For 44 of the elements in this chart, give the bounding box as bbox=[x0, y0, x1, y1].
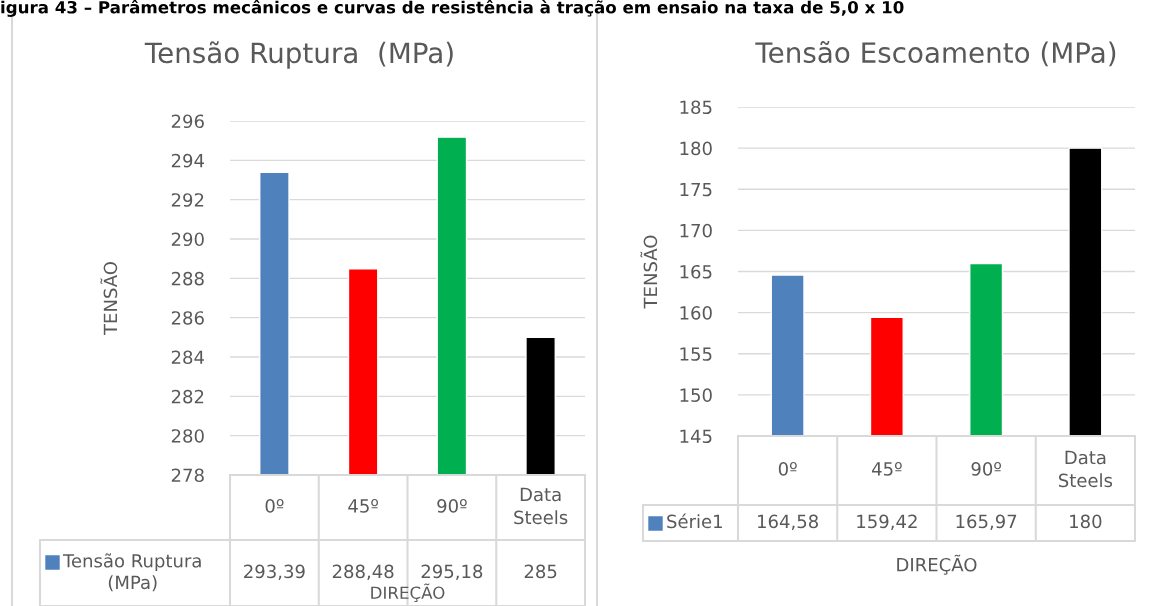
y-tick-label: 292 bbox=[171, 193, 204, 207]
data-label: 165,97 bbox=[956, 514, 1017, 531]
y-tick-label: 282 bbox=[171, 389, 204, 404]
text: igura 43 – Parâmetros mecânicos e curvas de resistência à tração em ensaio na taxa de 5,0 x 10 bbox=[1, 0, 904, 17]
y-tick-label: 290 bbox=[171, 232, 204, 247]
data-label: 295,18 bbox=[421, 564, 483, 581]
y-tick-label: 278 bbox=[171, 468, 204, 483]
data-label: 288,48 bbox=[332, 564, 394, 581]
data-label: 180 bbox=[1070, 514, 1102, 529]
chart-title: Tensão Escoamento (MPa) bbox=[755, 41, 1116, 67]
y-tick-label: 145 bbox=[680, 429, 712, 444]
x-tick-label: 0º bbox=[265, 499, 284, 513]
y-tick-label: 280 bbox=[171, 429, 204, 443]
y-tick-label: 150 bbox=[680, 388, 712, 402]
x-tick-label: 0º bbox=[778, 462, 797, 476]
y-tick-label: 155 bbox=[680, 347, 712, 361]
y-tick-label: 284 bbox=[171, 350, 204, 365]
y-tick-label: 165 bbox=[680, 264, 712, 279]
x-tick-label: Data Steels bbox=[514, 487, 568, 525]
data-label: 285 bbox=[524, 564, 557, 579]
data-label: 293,39 bbox=[244, 564, 305, 581]
x-axis-title: DIREÇÃO bbox=[371, 583, 445, 603]
x-tick-label: 45º bbox=[872, 462, 902, 476]
x-tick-label: 90º bbox=[971, 462, 1002, 476]
y-tick-label: 185 bbox=[680, 100, 712, 115]
data-label: 164,58 bbox=[758, 514, 818, 531]
y-tick-label: 286 bbox=[171, 311, 204, 325]
y-tick-label: 170 bbox=[680, 223, 712, 238]
y-tick-label: 160 bbox=[680, 306, 712, 320]
chart-title: Tensão Ruptura (MPa) bbox=[144, 41, 453, 69]
y-tick-label: 296 bbox=[171, 114, 204, 129]
y-tick-label: 294 bbox=[171, 153, 204, 168]
x-tick-label: Data Steels bbox=[1058, 450, 1113, 488]
y-axis-title: TENSÃO bbox=[100, 262, 118, 336]
x-axis-title: DIREÇÃO bbox=[897, 554, 977, 575]
y-axis-title: TENSÃO bbox=[640, 235, 658, 309]
x-tick-label: 45º bbox=[348, 499, 379, 513]
y-tick-label: 175 bbox=[680, 182, 712, 197]
x-tick-label: 90º bbox=[437, 499, 467, 513]
legend-label: Tensão Ruptura (MPa) bbox=[62, 553, 201, 592]
y-tick-label: 180 bbox=[680, 141, 712, 156]
y-tick-label: 288 bbox=[171, 271, 204, 286]
data-label: 159,42 bbox=[857, 514, 917, 531]
legend-label: Série1 bbox=[667, 513, 722, 529]
